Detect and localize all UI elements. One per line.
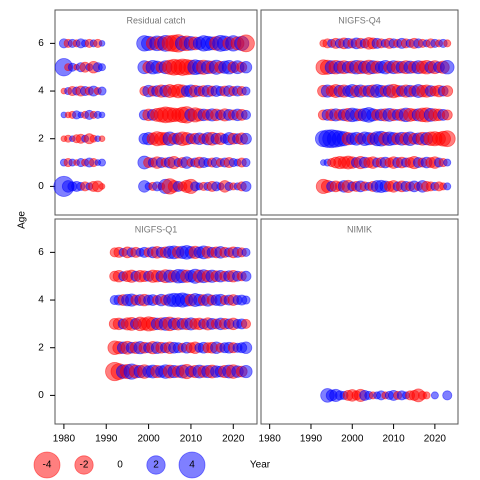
residual-bubble <box>430 391 439 400</box>
residual-bubble <box>239 364 253 379</box>
y-tick-label: 4 <box>38 86 44 97</box>
residual-bubble <box>98 135 106 143</box>
legend-bubble <box>178 451 206 479</box>
residual-bubble <box>443 182 452 191</box>
legend-label: -2 <box>80 460 89 471</box>
legend-bubble <box>33 451 61 479</box>
x-tick-label: 1990 <box>95 434 118 445</box>
panel-border <box>54 218 258 425</box>
panel-border <box>54 9 258 216</box>
legend-label: -4 <box>43 460 52 471</box>
x-axis-label: Year <box>250 460 271 471</box>
residual-bubble <box>240 109 251 120</box>
residual-bubble <box>443 158 452 167</box>
residual-bubble <box>443 39 452 48</box>
legend-label: 0 <box>117 460 123 471</box>
residual-bubble <box>240 270 252 282</box>
residual-bubble <box>440 59 455 75</box>
panel-border <box>260 9 459 216</box>
y-tick-label: 6 <box>38 38 44 49</box>
residual-bubble <box>98 63 106 72</box>
residual-bubble <box>241 86 251 96</box>
panel-title: NIMIK <box>347 224 372 234</box>
y-tick-label: 2 <box>38 133 44 144</box>
residual-bubble <box>97 86 107 96</box>
y-tick-label: 0 <box>38 390 44 401</box>
residual-bubble <box>240 180 252 192</box>
residual-bubble <box>241 158 251 168</box>
x-tick-label: 2020 <box>222 434 245 445</box>
residual-bubble <box>239 341 253 354</box>
panel-title: NIGFS-Q1 <box>135 224 178 234</box>
residual-bubble <box>239 60 253 74</box>
y-tick-label: 4 <box>38 295 44 306</box>
residual-bubble <box>98 40 106 47</box>
residual-bubble <box>438 130 456 148</box>
residual-bubble <box>241 247 251 257</box>
residual-bubble <box>441 85 454 97</box>
x-tick-label: 1980 <box>53 434 76 445</box>
residual-bubble <box>237 34 255 53</box>
y-axis-label: Age <box>17 211 28 229</box>
residual-bubble <box>240 132 252 145</box>
x-tick-label: 2000 <box>341 434 364 445</box>
legend-label: 4 <box>189 460 195 471</box>
x-tick-label: 2010 <box>382 434 405 445</box>
panel-title: NIGFS-Q4 <box>338 15 381 25</box>
residual-bubble <box>442 390 453 401</box>
x-tick-label: 2020 <box>424 434 447 445</box>
x-tick-label: 1990 <box>300 434 323 445</box>
legend-bubble <box>74 455 94 475</box>
residual-bubble <box>240 318 251 329</box>
residual-bubble <box>241 295 251 305</box>
x-tick-label: 1980 <box>259 434 282 445</box>
residual-bubble <box>98 111 106 119</box>
y-tick-label: 0 <box>38 181 44 192</box>
x-tick-label: 2000 <box>137 434 160 445</box>
panel-border <box>260 218 459 425</box>
y-tick-label: 6 <box>38 247 44 258</box>
y-tick-label: 2 <box>38 342 44 353</box>
legend-label: 2 <box>153 460 159 471</box>
panel-title: Residual catch <box>126 15 185 25</box>
residual-bubble <box>98 158 106 167</box>
residual-bubble <box>422 391 431 400</box>
x-tick-label: 2010 <box>180 434 203 445</box>
residual-bubble <box>441 109 453 121</box>
residual-bubble <box>98 183 106 190</box>
legend-bubble <box>146 455 166 475</box>
